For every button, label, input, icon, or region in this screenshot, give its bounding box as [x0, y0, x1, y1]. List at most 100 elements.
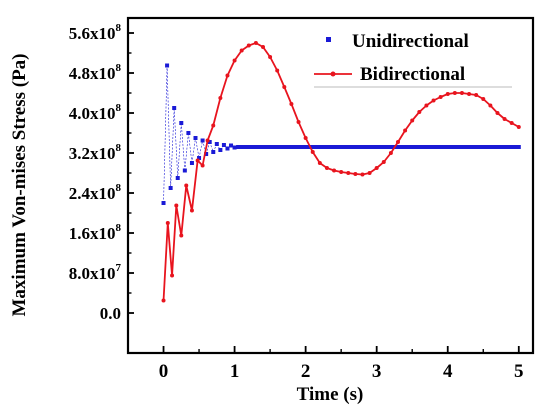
bidirectional-point	[360, 172, 365, 177]
unidirectional-point	[488, 145, 493, 149]
unidirectional-point	[403, 145, 408, 149]
unidirectional-point	[253, 145, 258, 149]
bidirectional-point	[509, 121, 514, 125]
unidirectional-segment	[177, 122, 182, 179]
unidirectional-point	[481, 145, 486, 149]
unidirectional-point	[463, 145, 468, 149]
unidirectional-point	[424, 145, 429, 149]
y-axis-label: Maximum Von-mises Stress (Pa)	[9, 53, 30, 316]
bidirectional-point	[459, 91, 464, 95]
bidirectional-point	[410, 118, 415, 123]
y-axis-ticks: 0.08.0x1071.6x1082.4x1083.2x1084.0x1084.…	[69, 22, 134, 323]
unidirectional-point	[442, 145, 447, 149]
unidirectional-point	[381, 145, 386, 149]
unidirectional-point	[292, 145, 297, 149]
unidirectional-point	[484, 145, 489, 149]
legend-bidirectional-marker	[330, 71, 336, 77]
unidirectional-point	[445, 145, 450, 149]
bidirectional-point	[211, 123, 216, 128]
bidirectional-point	[195, 158, 200, 163]
unidirectional-point	[346, 145, 351, 149]
bidirectional-point	[353, 172, 358, 176]
legend-unidirectional-marker	[326, 37, 331, 42]
unidirectional-point	[229, 143, 234, 148]
unidirectional-point	[221, 143, 226, 147]
unidirectional-point	[197, 156, 202, 160]
legend-bidirectional-label: Bidirectional	[360, 64, 465, 85]
bidirectional-point	[381, 160, 386, 164]
y-tick-exponent: 8	[116, 62, 122, 74]
bidirectional-point	[239, 48, 244, 53]
unidirectional-point	[410, 145, 415, 149]
y-tick-label: 1.6x108	[69, 222, 122, 243]
unidirectional-point	[218, 148, 223, 152]
unidirectional-point	[385, 145, 390, 149]
y-tick-mantissa: 4.0x10	[69, 104, 116, 123]
y-tick-label: 2.4x108	[69, 182, 122, 203]
y-tick-label: 0.0	[100, 304, 121, 323]
unidirectional-point	[438, 145, 443, 149]
y-tick-mantissa: 2.4x10	[69, 184, 116, 203]
unidirectional-point	[268, 145, 273, 149]
unidirectional-point	[431, 145, 436, 149]
unidirectional-point	[261, 145, 265, 149]
bidirectional-point	[261, 45, 265, 49]
unidirectional-segment	[195, 137, 200, 159]
unidirectional-point	[225, 146, 230, 151]
unidirectional-point	[250, 145, 255, 149]
bidirectional-point	[481, 97, 486, 101]
bidirectional-point	[424, 103, 429, 108]
unidirectional-point	[232, 145, 237, 150]
unidirectional-point	[303, 145, 308, 149]
x-tick-label: 0	[159, 361, 169, 382]
unidirectional-point	[332, 145, 337, 149]
unidirectional-point	[285, 145, 290, 149]
bidirectional-point	[205, 138, 210, 143]
unidirectional-point	[452, 145, 457, 149]
bidirectional-point	[282, 85, 287, 89]
unidirectional-point	[491, 145, 496, 149]
unidirectional-point	[282, 145, 287, 149]
bidirectional-point	[161, 298, 166, 303]
unidirectional-segment	[170, 107, 175, 189]
unidirectional-point	[172, 106, 177, 110]
unidirectional-point	[278, 145, 283, 149]
unidirectional-point	[435, 145, 440, 149]
legend: Unidirectional Bidirectional	[310, 23, 525, 89]
unidirectional-point	[243, 145, 248, 149]
y-tick-exponent: 8	[116, 102, 122, 114]
x-tick-label: 4	[443, 361, 453, 382]
y-tick-label: 5.6x108	[69, 22, 122, 43]
unidirectional-point	[506, 145, 511, 149]
unidirectional-point	[367, 145, 372, 149]
bidirectional-point	[417, 110, 422, 114]
bidirectional-point	[165, 221, 170, 225]
bidirectional-point	[367, 171, 372, 175]
bidirectional-point	[232, 58, 237, 63]
unidirectional-point	[186, 131, 191, 135]
bidirectional-point	[438, 95, 443, 99]
unidirectional-point	[200, 138, 205, 143]
bidirectional-point	[452, 91, 457, 95]
unidirectional-point	[513, 145, 518, 149]
unidirectional-point	[413, 145, 418, 149]
unidirectional-point	[161, 201, 166, 205]
unidirectional-point	[427, 145, 432, 149]
unidirectional-point	[495, 145, 500, 149]
unidirectional-point	[396, 145, 400, 149]
bidirectional-point	[374, 166, 379, 170]
bidirectional-point	[179, 233, 184, 238]
unidirectional-point	[477, 145, 482, 149]
y-tick-mantissa: 3.2x10	[69, 144, 116, 163]
unidirectional-point	[353, 145, 358, 149]
bidirectional-point	[516, 125, 521, 129]
unidirectional-point	[168, 186, 173, 190]
unidirectional-point	[211, 150, 216, 154]
unidirectional-point	[307, 145, 312, 149]
bidirectional-point	[332, 168, 337, 173]
legend-unidirectional-label: Unidirectional	[352, 31, 469, 52]
unidirectional-point	[360, 145, 365, 149]
unidirectional-point	[204, 152, 209, 156]
y-tick-exponent: 8	[116, 182, 122, 194]
